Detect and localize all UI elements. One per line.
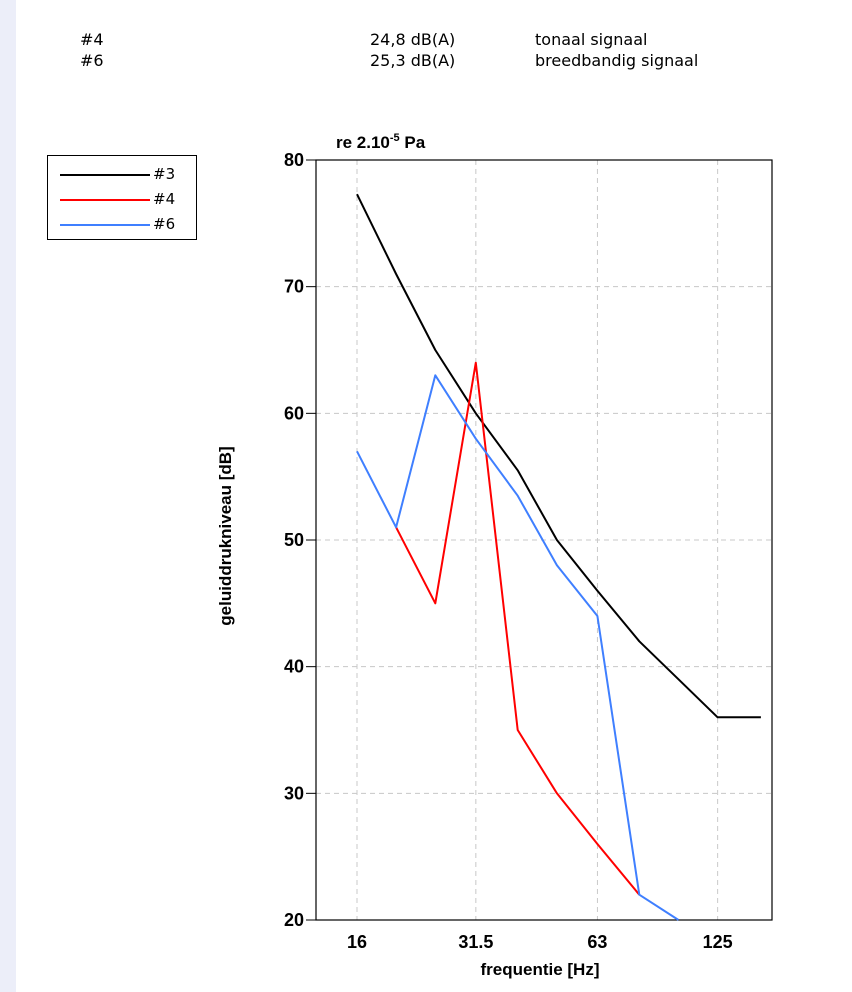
y-tick-label: 50 <box>284 530 304 550</box>
x-tick-label: 125 <box>703 932 733 952</box>
y-tick-label: 80 <box>284 150 304 170</box>
legend-swatch <box>60 174 150 176</box>
legend-item: #3 <box>60 164 190 184</box>
x-tick-label: 31.5 <box>458 932 493 952</box>
info-row: #4 <box>80 30 104 49</box>
info-level: 25,3 dB(A) <box>370 51 456 70</box>
y-tick-label: 20 <box>284 910 304 930</box>
legend-swatch <box>60 199 150 201</box>
info-desc: breedbandig signaal <box>535 51 699 70</box>
y-tick-label: 40 <box>284 657 304 677</box>
plot-frame <box>315 159 773 921</box>
legend: #3 #4 #6 <box>47 155 197 240</box>
series-line-3 <box>356 193 761 719</box>
series-line-6 <box>356 374 680 921</box>
x-tick-label: 16 <box>347 932 367 952</box>
legend-label: #4 <box>153 190 176 208</box>
legend-item: #6 <box>60 214 190 234</box>
info-id: #6 <box>80 51 104 70</box>
info-desc: tonaal signaal <box>535 30 648 49</box>
y-tick-label: 30 <box>284 783 304 803</box>
series-layer <box>356 193 761 921</box>
legend-item: #4 <box>60 189 190 209</box>
info-row: #6 <box>80 51 104 70</box>
info-level: 24,8 dB(A) <box>370 30 456 49</box>
y-tick-label: 60 <box>284 403 304 423</box>
x-axis-label: frequentie [Hz] <box>481 960 600 979</box>
y-tick-label: 70 <box>284 277 304 297</box>
chart-title: re 2.10-5 Pa <box>336 132 426 152</box>
tick-labels: 20 30 40 50 60 70 80 16 31.5 63 125 <box>284 150 733 952</box>
y-axis-label: geluiddrukniveau [dB] <box>216 446 235 625</box>
series-line-4 <box>395 361 641 896</box>
grid <box>316 160 772 920</box>
legend-swatch <box>60 224 150 226</box>
legend-label: #6 <box>153 215 176 233</box>
axes <box>306 159 773 921</box>
x-tick-label: 63 <box>587 932 607 952</box>
info-id: #4 <box>80 30 104 49</box>
legend-label: #3 <box>153 165 176 183</box>
